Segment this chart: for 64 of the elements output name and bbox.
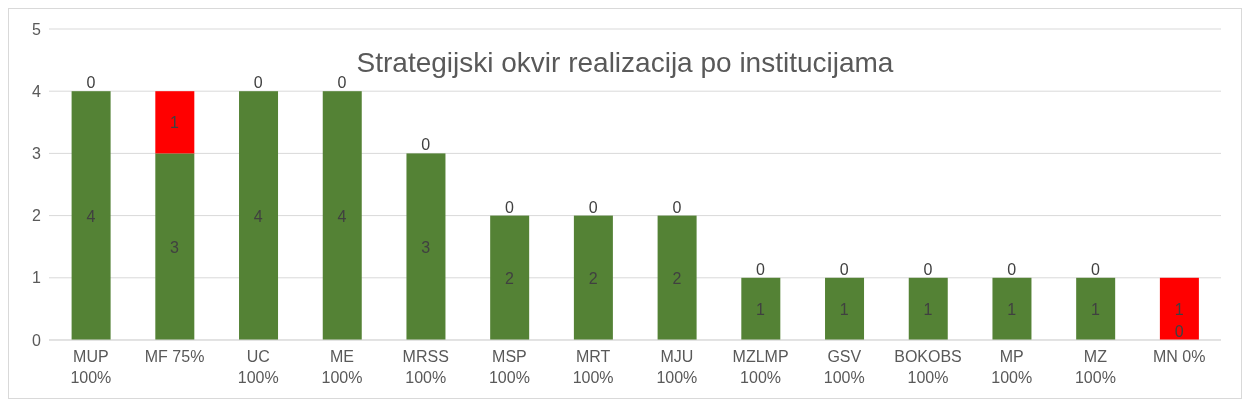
bar bbox=[490, 215, 530, 340]
data-label: 4 bbox=[253, 207, 263, 225]
data-label: 1 bbox=[1007, 300, 1017, 318]
y-tick-label: 0 bbox=[32, 331, 42, 349]
data-label: 4 bbox=[337, 207, 347, 225]
y-tick-label: 4 bbox=[32, 82, 42, 100]
data-label: 1 bbox=[1090, 300, 1100, 318]
bar bbox=[155, 153, 195, 340]
data-label: 0 bbox=[504, 198, 514, 216]
data-label: 0 bbox=[923, 260, 933, 278]
data-label: 2 bbox=[588, 269, 598, 287]
y-tick-label: 3 bbox=[32, 145, 42, 163]
data-label: 0 bbox=[839, 260, 849, 278]
text: Strategijski okvir realizacija po institucijama bbox=[356, 47, 894, 78]
x-tick-label: BOKOBS 100% bbox=[894, 348, 962, 386]
data-label: 1 bbox=[1174, 300, 1184, 318]
data-label: 2 bbox=[672, 269, 682, 287]
bar bbox=[825, 277, 865, 340]
bar bbox=[1076, 277, 1116, 340]
x-tick-label: MRSS 100% bbox=[402, 348, 449, 386]
bar bbox=[741, 277, 781, 340]
bar bbox=[322, 91, 362, 340]
bar bbox=[71, 91, 111, 340]
bar bbox=[155, 91, 195, 154]
data-label: 0 bbox=[672, 198, 682, 216]
bar bbox=[992, 277, 1032, 340]
data-label: 0 bbox=[253, 74, 263, 92]
x-tick-label: MZ 100% bbox=[1074, 348, 1116, 386]
data-label: 2 bbox=[504, 269, 514, 287]
data-label: 4 bbox=[86, 207, 96, 225]
data-label: 1 bbox=[923, 300, 933, 318]
x-tick-label: MP 100% bbox=[991, 348, 1033, 386]
data-label: 3 bbox=[421, 238, 431, 256]
bar bbox=[239, 91, 279, 340]
data-label: 0 bbox=[1174, 323, 1184, 340]
bar bbox=[908, 277, 948, 340]
data-label: 0 bbox=[421, 136, 431, 154]
data-label: 3 bbox=[170, 238, 180, 256]
data-label: 0 bbox=[588, 198, 598, 216]
bar bbox=[657, 215, 697, 340]
y-tick-label: 2 bbox=[32, 207, 42, 225]
x-tick-label: MRT 100% bbox=[572, 348, 614, 386]
data-label: 1 bbox=[839, 300, 849, 318]
x-tick-label: MJU 100% bbox=[656, 348, 698, 386]
x-tick-label: MZLMP 100% bbox=[732, 348, 789, 386]
x-tick-label: ME 100% bbox=[321, 348, 363, 386]
y-tick-label: 1 bbox=[32, 269, 42, 287]
y-tick-label: 5 bbox=[32, 20, 42, 38]
x-tick-label: MF 75% bbox=[144, 348, 205, 365]
data-label: 0 bbox=[86, 74, 96, 92]
bar bbox=[406, 153, 446, 340]
data-label: 0 bbox=[1090, 260, 1100, 278]
x-tick-label: UC 100% bbox=[237, 348, 279, 386]
data-label: 0 bbox=[1007, 260, 1017, 278]
x-tick-label: MN 0% bbox=[1152, 348, 1206, 365]
x-tick-label: MSP 100% bbox=[488, 348, 530, 386]
data-label: 1 bbox=[756, 300, 766, 318]
data-label: 0 bbox=[337, 74, 347, 92]
data-label: 0 bbox=[756, 260, 766, 278]
x-tick-label: MUP 100% bbox=[70, 348, 112, 386]
bar bbox=[1159, 277, 1199, 340]
data-label: 1 bbox=[170, 114, 180, 132]
x-tick-label: GSV 100% bbox=[823, 348, 865, 386]
bar bbox=[573, 215, 613, 340]
